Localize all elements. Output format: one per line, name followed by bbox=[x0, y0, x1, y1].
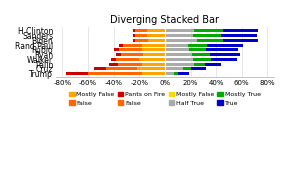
Bar bbox=[197, 39, 222, 42]
Bar bbox=[210, 53, 240, 56]
Bar bbox=[189, 48, 206, 51]
Bar bbox=[178, 72, 189, 75]
Bar bbox=[174, 72, 178, 75]
Bar bbox=[142, 44, 165, 47]
Bar bbox=[119, 44, 123, 47]
Bar bbox=[193, 34, 221, 37]
Bar bbox=[108, 63, 117, 66]
Bar bbox=[116, 58, 139, 61]
Bar bbox=[165, 39, 197, 42]
Bar bbox=[111, 58, 116, 61]
Bar bbox=[205, 63, 221, 66]
Bar bbox=[137, 68, 165, 70]
Bar bbox=[117, 63, 142, 66]
Bar bbox=[139, 58, 165, 61]
Bar bbox=[165, 53, 192, 56]
Bar bbox=[142, 72, 165, 75]
Bar bbox=[165, 58, 193, 61]
Bar bbox=[142, 63, 165, 66]
Bar bbox=[135, 29, 147, 32]
Bar bbox=[147, 29, 165, 32]
Legend: Mostly False, False, Pants on Fire, False, Mostly False, Half True, Mostly True,: Mostly False, False, Pants on Fire, Fals… bbox=[69, 92, 261, 106]
Bar bbox=[183, 68, 191, 70]
Bar bbox=[222, 29, 258, 32]
Bar bbox=[116, 53, 121, 56]
Bar bbox=[192, 53, 210, 56]
Bar bbox=[119, 48, 142, 51]
Bar bbox=[121, 53, 143, 56]
Bar bbox=[165, 68, 183, 70]
Bar bbox=[211, 58, 237, 61]
Bar bbox=[165, 48, 189, 51]
Bar bbox=[193, 58, 211, 61]
Bar bbox=[165, 44, 188, 47]
Bar bbox=[165, 72, 174, 75]
Bar bbox=[165, 63, 194, 66]
Bar bbox=[143, 53, 165, 56]
Bar bbox=[206, 48, 238, 51]
Bar bbox=[114, 48, 119, 51]
Bar bbox=[142, 48, 165, 51]
Bar bbox=[95, 68, 106, 70]
Title: Diverging Stacked Bar: Diverging Stacked Bar bbox=[110, 15, 220, 25]
Bar bbox=[133, 34, 135, 37]
Bar bbox=[106, 68, 137, 70]
Bar bbox=[165, 29, 194, 32]
Bar bbox=[148, 39, 165, 42]
Bar bbox=[133, 39, 135, 42]
Bar bbox=[66, 72, 88, 75]
Bar bbox=[135, 39, 148, 42]
Bar bbox=[194, 29, 222, 32]
Bar bbox=[88, 72, 142, 75]
Bar bbox=[188, 44, 207, 47]
Bar bbox=[191, 68, 206, 70]
Bar bbox=[123, 44, 142, 47]
Bar bbox=[194, 63, 205, 66]
Bar bbox=[207, 44, 243, 47]
Bar bbox=[165, 34, 193, 37]
Bar bbox=[133, 29, 135, 32]
Bar bbox=[135, 34, 147, 37]
Bar bbox=[222, 39, 258, 42]
Bar bbox=[147, 34, 165, 37]
Bar bbox=[221, 34, 257, 37]
